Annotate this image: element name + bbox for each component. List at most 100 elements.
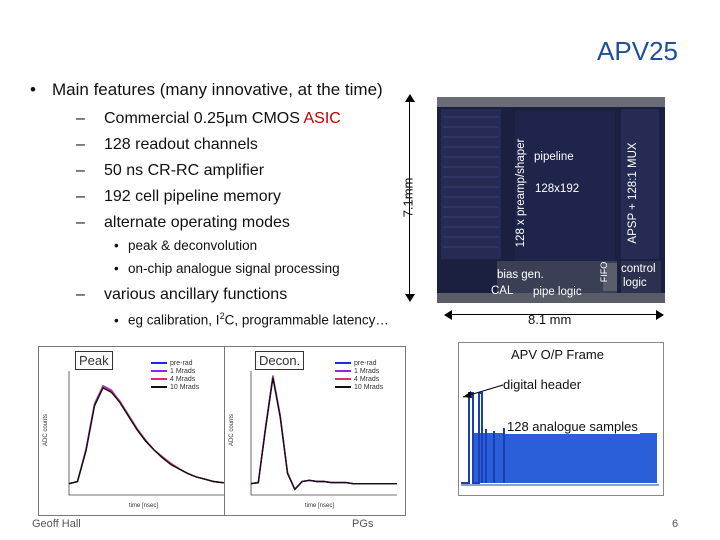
slide-title: APV25 xyxy=(597,36,678,66)
decon-ylabel: ADC counts xyxy=(229,414,235,447)
dash: – xyxy=(76,214,85,231)
decon-plot-label: Decon. xyxy=(255,351,305,370)
legend-text: 4 Mrads xyxy=(170,375,196,383)
cal-label: CAL xyxy=(491,285,514,297)
legend-item: 10 Mrads xyxy=(335,383,383,391)
legend-text: pre-rad xyxy=(170,359,193,367)
pipeline-label: pipeline xyxy=(534,151,574,163)
footer-center: PGs xyxy=(352,518,374,530)
legend-item: 4 Mrads xyxy=(151,375,199,383)
peak-plot-svg xyxy=(68,371,239,496)
series-line-pre-rad xyxy=(68,385,239,485)
feature-item: – alternate operating modes xyxy=(76,214,290,232)
series-line-1-mrads xyxy=(250,375,397,491)
legend-text: 1 Mrads xyxy=(170,367,196,375)
legend-item: pre-rad xyxy=(335,359,383,367)
feature-text: 50 ns CR-RC amplifier xyxy=(104,162,265,179)
ancillary-item: – various ancillary functions xyxy=(76,286,287,304)
peak-plot: Peak pre-rad 1 Mrads 4 Mrads 10 Mrads AD… xyxy=(38,346,250,516)
legend-swatch xyxy=(151,378,167,380)
preamp-label: 128 x preamp/shaper xyxy=(515,138,527,248)
series-line-pre-rad xyxy=(250,376,397,491)
dash: – xyxy=(76,110,85,127)
dash: – xyxy=(76,162,85,179)
legend-swatch xyxy=(335,362,351,364)
legend-item: 10 Mrads xyxy=(151,383,199,391)
die-photo: 128 x preamp/shaper pipeline 128x192 APS… xyxy=(437,97,665,303)
control-label: control xyxy=(621,263,656,275)
series-line-4-mrads xyxy=(250,376,397,491)
feature-item: – 128 readout channels xyxy=(76,136,258,154)
ancillary-sub-text: eg calibration, I xyxy=(128,312,220,328)
feature-text: 192 cell pipeline memory xyxy=(104,188,281,205)
logic-label: logic xyxy=(623,277,647,289)
apsp-label: APSP + 128:1 MUX xyxy=(627,142,639,244)
legend-swatch xyxy=(335,370,351,372)
apv-frame-waveform xyxy=(461,392,659,486)
analogue-samples-label: 128 analogue samples xyxy=(505,419,640,434)
main-bullet-text: Main features (many innovative, at the t… xyxy=(52,80,383,99)
dash: – xyxy=(76,136,85,153)
peak-legend: pre-rad 1 Mrads 4 Mrads 10 Mrads xyxy=(151,359,199,391)
main-bullet: • Main features (many innovative, at the … xyxy=(30,80,383,100)
legend-text: 10 Mrads xyxy=(354,383,384,391)
series-line-4-mrads xyxy=(68,385,239,485)
cells-label: 128x192 xyxy=(535,183,580,195)
peak-plot-label: Peak xyxy=(75,351,113,370)
legend-text: 10 Mrads xyxy=(170,383,200,391)
bias-gen-label: bias gen. xyxy=(497,269,544,281)
dash: – xyxy=(76,188,85,205)
height-arrow xyxy=(405,94,415,302)
footer-author: Geoff Hall xyxy=(32,518,81,530)
legend-swatch xyxy=(151,386,167,388)
plot-axes xyxy=(68,371,239,496)
series-line-10-mrads xyxy=(68,386,239,485)
ancillary-sub-text-post: C, programmable latency… xyxy=(224,312,389,328)
mode-text: peak & deconvolution xyxy=(128,238,258,253)
feature-item: – 50 ns CR-RC amplifier xyxy=(76,162,264,180)
apv-frame-plot: APV O/P Frame digital header 128 analogu… xyxy=(458,342,664,496)
height-label: 7.1mm xyxy=(400,177,416,218)
width-arrow xyxy=(444,310,664,320)
legend-swatch xyxy=(151,370,167,372)
decon-legend: pre-rad 1 Mrads 4 Mrads 10 Mrads xyxy=(335,359,383,391)
mode-text: on-chip analogue signal processing xyxy=(128,261,340,276)
legend-item: 4 Mrads xyxy=(335,375,383,383)
width-label: 8.1 mm xyxy=(528,312,572,327)
ancillary-text: various ancillary functions xyxy=(104,286,288,303)
legend-item: 1 Mrads xyxy=(151,367,199,375)
mode-item: • on-chip analogue signal processing xyxy=(114,261,340,276)
fifo-label: FIFO xyxy=(599,261,609,283)
feature-item: – 192 cell pipeline memory xyxy=(76,188,281,206)
legend-text: 4 Mrads xyxy=(354,375,380,383)
legend-item: 1 Mrads xyxy=(335,367,383,375)
legend-item: pre-rad xyxy=(151,359,199,367)
dash: – xyxy=(76,286,85,303)
series-line-10-mrads xyxy=(250,377,397,491)
plot-axes xyxy=(250,371,397,496)
legend-swatch xyxy=(151,362,167,364)
decon-xlabel: time [nsec] xyxy=(305,503,335,509)
bullet-dot: • xyxy=(114,261,119,276)
feature-item: – Commercial 0.25µm CMOS ASIC xyxy=(76,110,341,128)
asic-highlight: ASIC xyxy=(303,110,341,127)
decon-plot: Decon. pre-rad 1 Mrads 4 Mrads 10 Mrads … xyxy=(224,346,406,516)
pipe-logic-label: pipe logic xyxy=(533,286,582,298)
feature-text: 128 readout channels xyxy=(104,136,258,153)
peak-xlabel: time [nsec] xyxy=(129,503,159,509)
legend-text: 1 Mrads xyxy=(354,367,380,375)
mode-item: • peak & deconvolution xyxy=(114,238,257,253)
feature-text: alternate operating modes xyxy=(104,214,290,231)
legend-swatch xyxy=(335,386,351,388)
apv-frame-title: APV O/P Frame xyxy=(511,347,604,362)
bullet-dot: • xyxy=(30,80,36,99)
peak-ylabel: ADC counts xyxy=(43,414,49,447)
die-layout-graphic xyxy=(437,97,665,303)
feature-text: Commercial 0.25µm CMOS xyxy=(104,110,304,127)
series-line-1-mrads xyxy=(68,384,239,485)
footer-page: 6 xyxy=(672,518,679,530)
decon-plot-svg xyxy=(250,371,397,496)
ancillary-sub-item: • eg calibration, I2C, programmable laten… xyxy=(114,311,389,328)
superscript: 2 xyxy=(219,311,225,321)
bullet-dot: • xyxy=(114,238,119,253)
